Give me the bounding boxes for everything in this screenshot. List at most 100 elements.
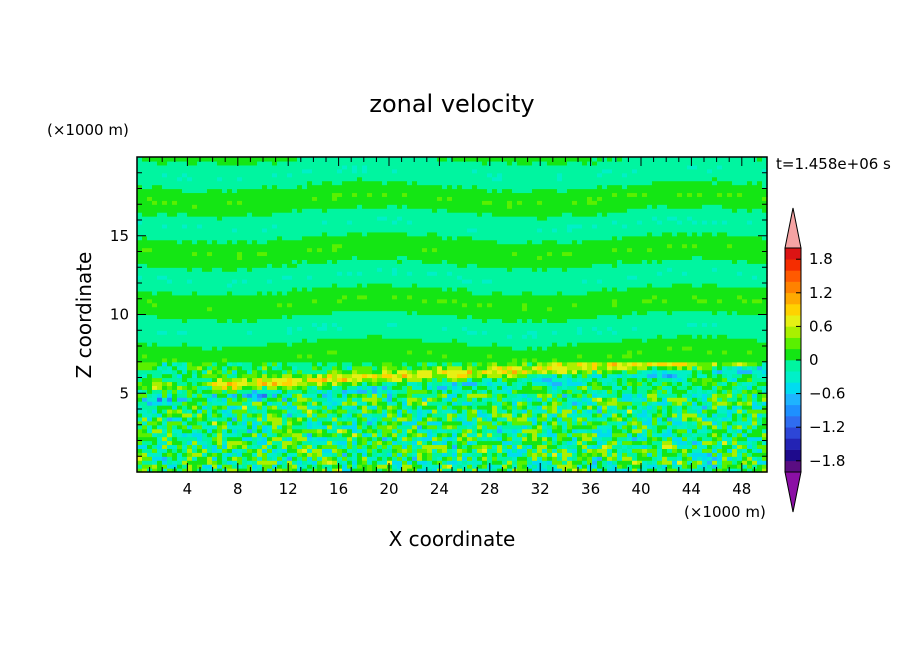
field-cell xyxy=(272,275,278,280)
field-cell xyxy=(207,334,213,339)
field-cell xyxy=(437,239,443,245)
field-cell xyxy=(412,346,418,351)
field-cell xyxy=(222,180,228,186)
field-cell xyxy=(177,389,183,394)
field-cell xyxy=(442,157,448,162)
field-cell xyxy=(397,286,403,292)
field-cell xyxy=(357,460,363,465)
field-cell xyxy=(212,216,218,221)
field-cell xyxy=(312,326,318,331)
field-cell xyxy=(372,409,378,414)
field-cell xyxy=(407,314,413,320)
field-cell xyxy=(282,310,288,316)
field-cell xyxy=(212,259,218,264)
field-cell xyxy=(202,353,208,359)
field-cell xyxy=(387,365,393,371)
field-cell xyxy=(222,271,228,276)
field-cell xyxy=(237,243,243,249)
field-cell xyxy=(157,385,163,390)
field-cell xyxy=(402,452,408,457)
field-cell xyxy=(162,243,168,249)
field-cell xyxy=(212,294,218,300)
field-cell xyxy=(147,267,153,272)
field-cell xyxy=(287,432,293,438)
field-cell xyxy=(207,239,213,245)
field-cell xyxy=(347,452,353,457)
field-cell xyxy=(292,334,298,339)
field-cell xyxy=(147,393,153,398)
field-cell xyxy=(352,468,358,473)
field-cell xyxy=(437,401,443,406)
field-cell xyxy=(182,330,188,335)
field-cell xyxy=(307,184,313,190)
field-cell xyxy=(402,172,408,178)
field-cell xyxy=(282,444,288,449)
field-cell xyxy=(347,212,353,217)
field-cell xyxy=(277,326,283,331)
field-cell xyxy=(162,263,168,268)
field-cell xyxy=(432,286,438,292)
field-cell xyxy=(197,452,203,457)
field-cell xyxy=(332,255,338,260)
field-cell xyxy=(282,456,288,461)
field-cell xyxy=(197,432,203,438)
field-cell xyxy=(177,314,183,320)
field-cell xyxy=(207,440,213,446)
field-cell xyxy=(282,275,288,280)
field-cell xyxy=(242,184,248,190)
field-cell xyxy=(417,346,423,351)
field-cell xyxy=(382,318,388,323)
field-cell xyxy=(267,235,273,241)
field-cell xyxy=(302,412,308,418)
field-cell xyxy=(147,389,153,394)
field-cell xyxy=(287,208,293,213)
field-cell xyxy=(292,377,298,383)
field-cell xyxy=(142,428,148,434)
field-cell xyxy=(237,365,243,371)
field-cell xyxy=(307,436,313,442)
field-cell xyxy=(307,283,313,288)
field-cell xyxy=(162,389,168,394)
field-cell xyxy=(412,334,418,339)
field-cell xyxy=(402,157,408,162)
field-cell xyxy=(427,204,433,209)
field-cell xyxy=(427,231,433,237)
field-cell xyxy=(232,416,238,422)
field-cell xyxy=(152,216,158,221)
field-cell xyxy=(307,428,313,434)
field-cell xyxy=(157,468,163,473)
field-cell xyxy=(422,271,428,276)
field-cell xyxy=(362,243,368,249)
field-cell xyxy=(442,267,448,272)
field-cell xyxy=(212,290,218,296)
field-cell xyxy=(342,294,348,300)
field-cell xyxy=(142,409,148,414)
field-cell xyxy=(272,180,278,186)
field-cell xyxy=(152,377,158,383)
field-cell xyxy=(422,204,428,209)
field-cell xyxy=(277,346,283,351)
field-cell xyxy=(372,416,378,422)
field-cell xyxy=(402,208,408,213)
field-cell xyxy=(137,306,143,312)
field-cell xyxy=(432,235,438,241)
field-cell xyxy=(182,176,188,182)
field-cell xyxy=(192,432,198,438)
field-cell xyxy=(282,255,288,260)
field-cell xyxy=(272,231,278,237)
field-cell xyxy=(202,208,208,213)
field-cell xyxy=(352,456,358,461)
field-cell xyxy=(207,416,213,422)
field-cell xyxy=(297,444,303,449)
field-cell xyxy=(277,385,283,390)
field-cell xyxy=(252,259,258,264)
field-cell xyxy=(342,286,348,292)
field-cell xyxy=(277,243,283,249)
field-cell xyxy=(287,448,293,453)
field-cell xyxy=(352,160,358,166)
field-cell xyxy=(197,444,203,449)
field-cell xyxy=(282,448,288,453)
field-cell xyxy=(232,243,238,249)
field-cell xyxy=(387,444,393,449)
field-cell xyxy=(252,432,258,438)
